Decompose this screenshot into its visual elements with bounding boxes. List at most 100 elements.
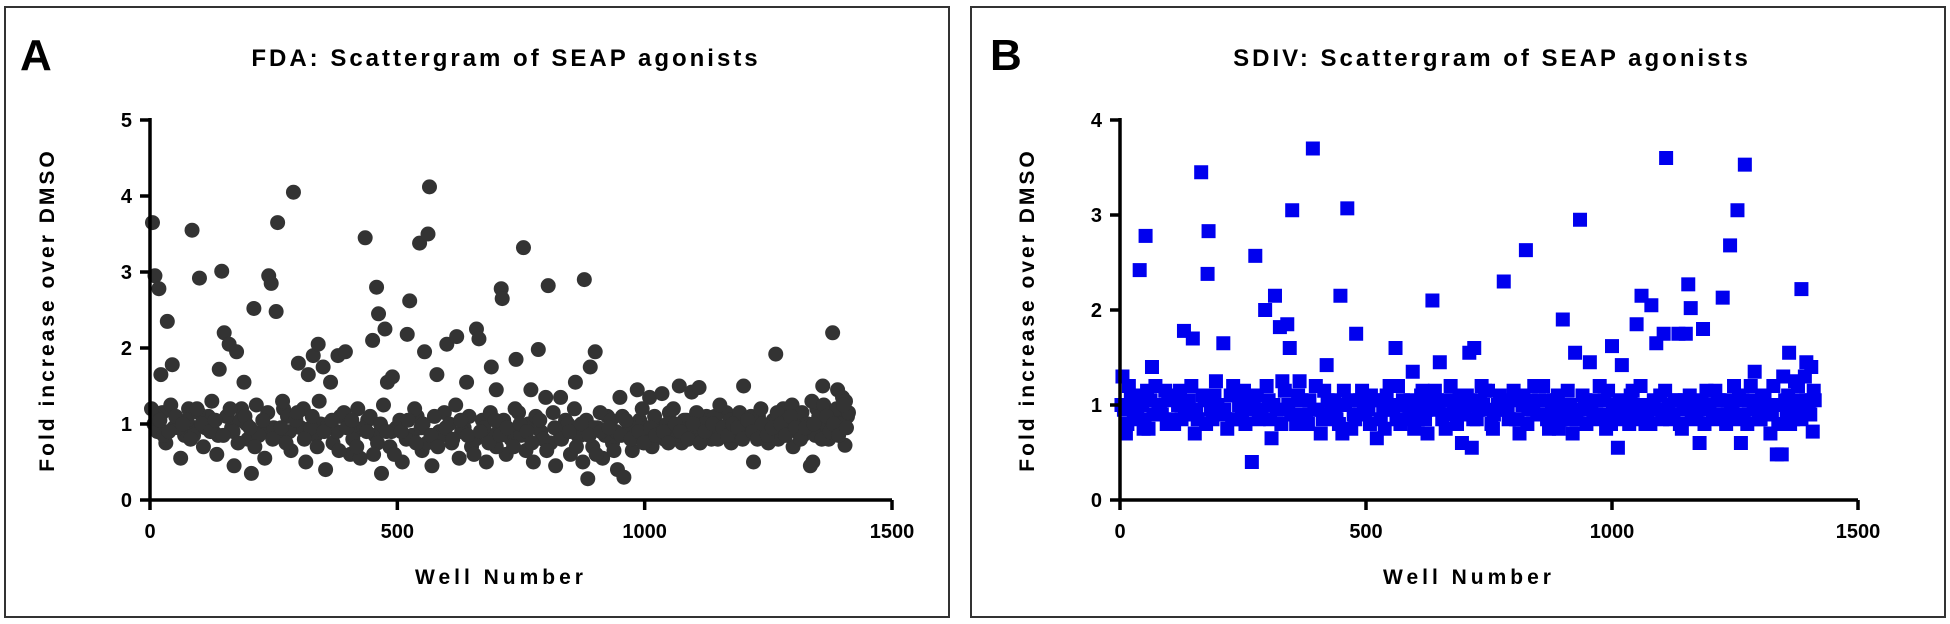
y-tick-label: 4 <box>121 186 133 208</box>
y-tick-label: 1 <box>1091 395 1102 417</box>
data-point <box>575 454 591 470</box>
data-point <box>1712 393 1727 408</box>
data-point <box>430 439 446 455</box>
data-point <box>303 420 319 436</box>
data-point <box>1412 398 1427 412</box>
chart-title: SDIV: Scattergram of SEAP agonists <box>1233 45 1751 72</box>
x-tick-label: 1500 <box>870 521 915 543</box>
data-point <box>400 412 416 428</box>
data-point <box>660 435 676 451</box>
data-point <box>1189 402 1204 417</box>
data-point <box>1187 426 1202 441</box>
data-point <box>1658 383 1673 398</box>
data-point <box>680 431 696 447</box>
data-point <box>1315 412 1330 427</box>
data-point <box>1584 398 1599 412</box>
data-point <box>1458 398 1473 412</box>
data-point <box>1582 355 1597 370</box>
data-point <box>488 382 504 398</box>
data-point <box>1730 203 1745 218</box>
data-point <box>692 435 708 451</box>
data-point <box>270 215 286 231</box>
data-point <box>581 427 597 443</box>
data-point <box>545 405 561 421</box>
data-point <box>153 367 169 383</box>
data-point <box>1194 165 1209 180</box>
data-point <box>1678 326 1693 341</box>
data-point <box>304 408 320 424</box>
data-point <box>310 336 326 352</box>
data-point <box>1527 379 1542 393</box>
data-point <box>1655 412 1670 427</box>
data-point <box>1362 417 1377 431</box>
data-point <box>242 420 258 436</box>
data-point <box>1568 345 1583 360</box>
data-point <box>453 412 469 428</box>
data-point <box>1532 393 1547 408</box>
data-point <box>1737 157 1752 172</box>
data-point <box>1733 436 1748 450</box>
data-point <box>1629 317 1644 332</box>
data-point <box>265 431 281 447</box>
data-point <box>369 279 385 295</box>
data-point <box>290 355 306 371</box>
data-point <box>429 367 445 383</box>
data-point <box>285 184 301 200</box>
data-point <box>229 344 245 360</box>
data-point <box>768 346 784 362</box>
data-point <box>1515 398 1530 412</box>
data-point <box>1266 398 1281 412</box>
data-point <box>1319 358 1334 373</box>
chart-panel-a: A FDA: Scattergram of SEAP agonists Fold i… <box>4 6 950 618</box>
data-point <box>278 435 294 451</box>
data-point <box>740 412 756 428</box>
data-point <box>568 439 584 455</box>
data-point <box>1692 436 1707 450</box>
data-point <box>448 397 464 413</box>
x-tick-label: 1500 <box>1836 521 1881 543</box>
data-point <box>566 401 582 417</box>
data-point <box>211 361 227 377</box>
data-point <box>1715 290 1730 305</box>
data-point <box>230 435 246 451</box>
data-point <box>236 374 252 390</box>
data-point <box>1349 326 1364 341</box>
data-point <box>204 393 220 409</box>
data-point <box>587 344 603 360</box>
data-point <box>1656 326 1671 341</box>
data-point <box>1300 417 1315 431</box>
data-point <box>1681 277 1696 292</box>
data-point <box>311 393 327 409</box>
data-point <box>331 443 347 459</box>
data-point <box>1418 412 1433 427</box>
data-point <box>515 240 531 256</box>
data-point <box>804 393 820 409</box>
panel-label: B <box>990 31 1022 80</box>
data-point <box>1632 412 1647 427</box>
y-axis-label: Fold increase over DMSO <box>36 148 59 471</box>
data-point <box>1496 274 1511 289</box>
data-point <box>445 431 461 447</box>
data-point <box>561 424 577 440</box>
data-point <box>344 412 360 428</box>
data-point <box>1225 412 1240 427</box>
data-point <box>195 439 211 455</box>
data-point <box>1540 412 1555 427</box>
x-tick-label: 1000 <box>622 521 667 543</box>
data-point <box>647 408 663 424</box>
data-point <box>393 424 409 440</box>
data-point <box>471 331 487 347</box>
data-point <box>1348 412 1363 427</box>
data-point <box>357 230 373 246</box>
data-point <box>506 439 522 455</box>
data-point <box>1805 424 1820 439</box>
data-point <box>1232 398 1247 412</box>
data-point <box>1264 431 1279 446</box>
data-point <box>460 427 476 443</box>
data-point <box>1390 379 1405 393</box>
data-point <box>1743 379 1758 393</box>
data-point <box>1333 288 1348 303</box>
data-point <box>451 450 467 466</box>
data-point <box>184 222 200 238</box>
data-point <box>548 458 564 474</box>
